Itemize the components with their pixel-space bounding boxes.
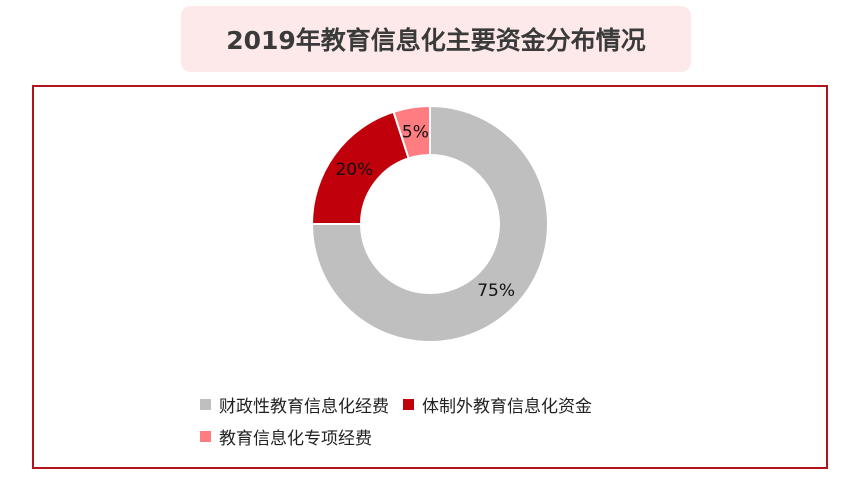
legend-row-2: 教育信息化专项经费 — [200, 420, 800, 452]
legend-swatch-external — [403, 398, 414, 410]
slice-fiscal — [310, 104, 549, 343]
legend-swatch-fiscal — [200, 398, 211, 410]
legend-item-external: 体制外教育信息化资金 — [403, 392, 592, 417]
chart-frame — [32, 85, 828, 469]
legend-label-fiscal: 财政性教育信息化经费 — [219, 396, 389, 417]
legend-item-special: 教育信息化专项经费 — [200, 424, 372, 449]
slice-label-fiscal: 75% — [477, 281, 515, 301]
slice-label-external: 20% — [335, 160, 373, 180]
slice-special — [392, 104, 431, 160]
legend-label-external: 体制外教育信息化资金 — [422, 396, 592, 417]
chart-title: 2019年教育信息化主要资金分布情况 — [226, 26, 646, 55]
legend-label-special: 教育信息化专项经费 — [219, 428, 372, 449]
legend-item-fiscal: 财政性教育信息化经费 — [200, 392, 389, 417]
chart-title-box: 2019年教育信息化主要资金分布情况 — [181, 6, 691, 72]
slice-label-special: 5% — [402, 123, 429, 143]
legend-swatch-special — [200, 430, 211, 442]
legend-row-1: 财政性教育信息化经费 体制外教育信息化资金 — [200, 388, 800, 420]
legend: 财政性教育信息化经费 体制外教育信息化资金 教育信息化专项经费 — [200, 388, 800, 452]
